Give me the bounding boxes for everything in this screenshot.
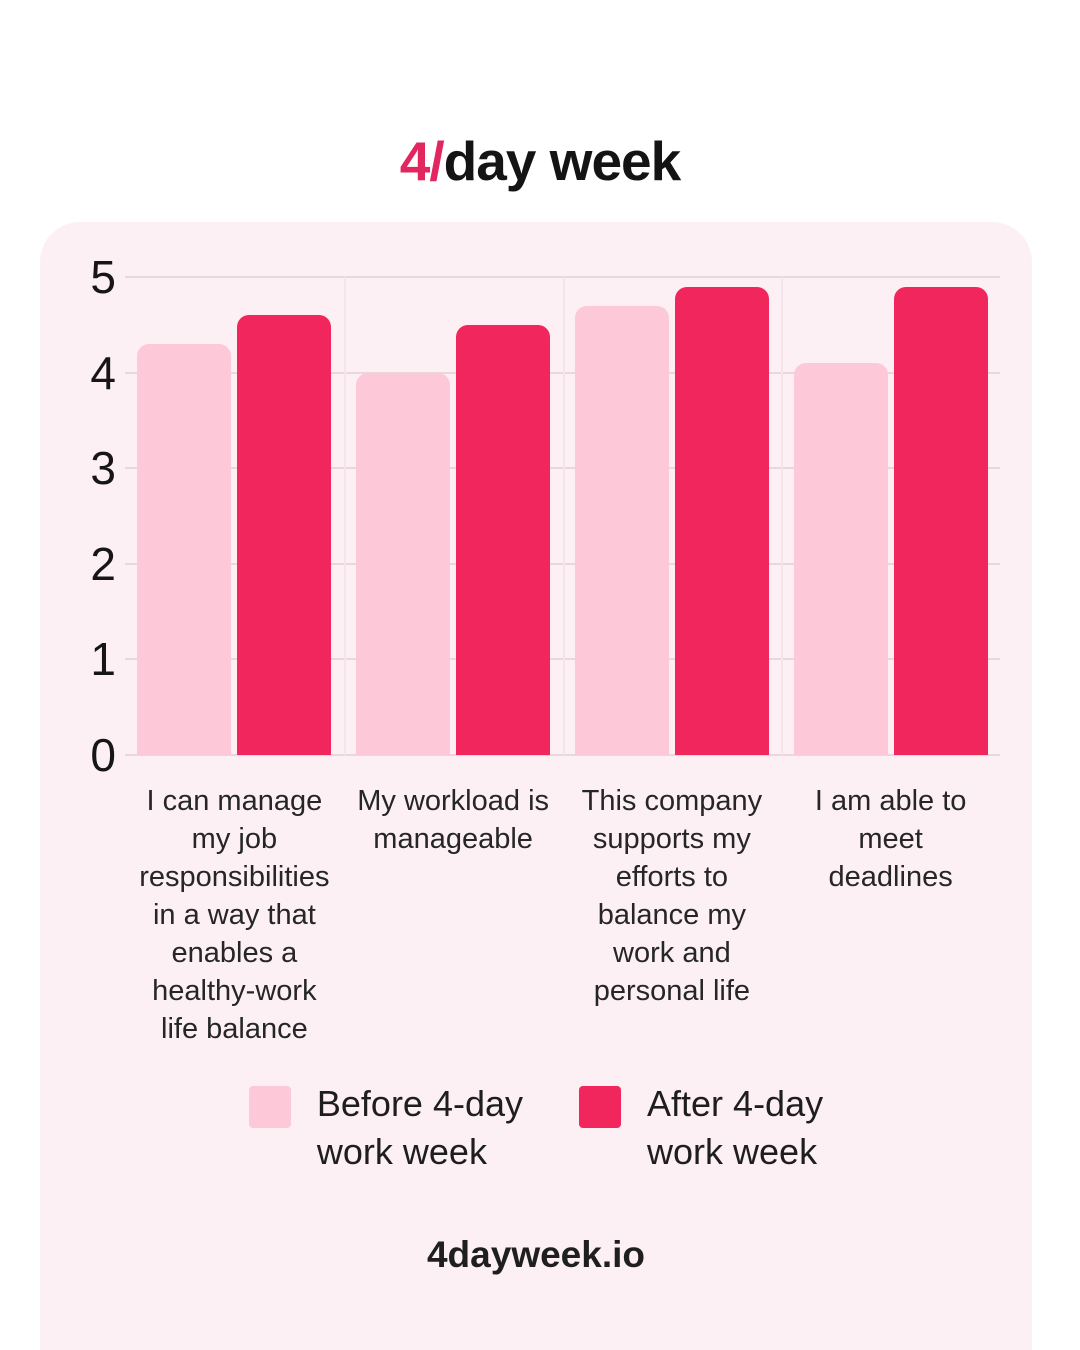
legend-label-after: After 4-day work week bbox=[647, 1083, 824, 1172]
bar-group-3 bbox=[563, 277, 782, 755]
bar-group-2 bbox=[344, 277, 563, 755]
category-label-2: My workload is manageable bbox=[357, 785, 550, 855]
category-label-1: I can manage my job responsibilities in … bbox=[139, 785, 330, 1045]
plot-area bbox=[125, 276, 1000, 756]
footer-site-url: 4dayweek.io bbox=[426, 1234, 645, 1275]
y-tick-label: 2 bbox=[90, 537, 116, 590]
bar-after-2 bbox=[456, 324, 551, 755]
bar-after-4 bbox=[893, 286, 988, 755]
title-rest: day week bbox=[443, 130, 682, 192]
bar-before-4 bbox=[793, 363, 888, 755]
bar-after-3 bbox=[674, 286, 769, 755]
gridline bbox=[125, 754, 1000, 756]
y-tick-label: 1 bbox=[90, 633, 116, 686]
legend-swatch-after bbox=[579, 1086, 622, 1128]
legend: Before 4-day work week After 4-day work w… bbox=[40, 1080, 1032, 1176]
title-accent: 4/ bbox=[399, 130, 445, 192]
y-tick-label: 0 bbox=[90, 729, 116, 781]
legend-item-after: After 4-day work week bbox=[579, 1080, 823, 1176]
bar-before-1 bbox=[137, 343, 232, 755]
y-axis: 5 4 3 2 1 0 bbox=[54, 251, 116, 781]
bar-after-1 bbox=[237, 315, 332, 755]
page-title: 4/day week bbox=[0, 130, 1080, 192]
legend-swatch-before bbox=[248, 1086, 291, 1128]
category-label-3: This company supports my efforts to bala… bbox=[581, 785, 763, 1007]
bar-group-1 bbox=[125, 277, 344, 755]
legend-item-before: Before 4-day work week bbox=[248, 1080, 524, 1176]
y-tick-label: 3 bbox=[90, 442, 116, 495]
vertical-gridline bbox=[781, 277, 784, 755]
vertical-gridline bbox=[562, 277, 565, 755]
bar-before-3 bbox=[574, 305, 669, 755]
legend-label-before: Before 4-day work week bbox=[316, 1083, 524, 1172]
x-labels: I can manage my job responsibilities in … bbox=[125, 782, 1000, 1048]
bar-groups bbox=[125, 277, 1000, 755]
y-tick-label: 5 bbox=[90, 251, 116, 303]
category-label-4: I am able to meet deadlines bbox=[814, 785, 967, 893]
vertical-gridline bbox=[343, 277, 346, 755]
bar-group-4 bbox=[781, 277, 1000, 755]
bar-before-2 bbox=[356, 372, 451, 755]
y-tick-label: 4 bbox=[90, 346, 116, 399]
chart-card: 5 4 3 2 1 0 I can manage my job responsibilit… bbox=[40, 222, 1032, 1350]
